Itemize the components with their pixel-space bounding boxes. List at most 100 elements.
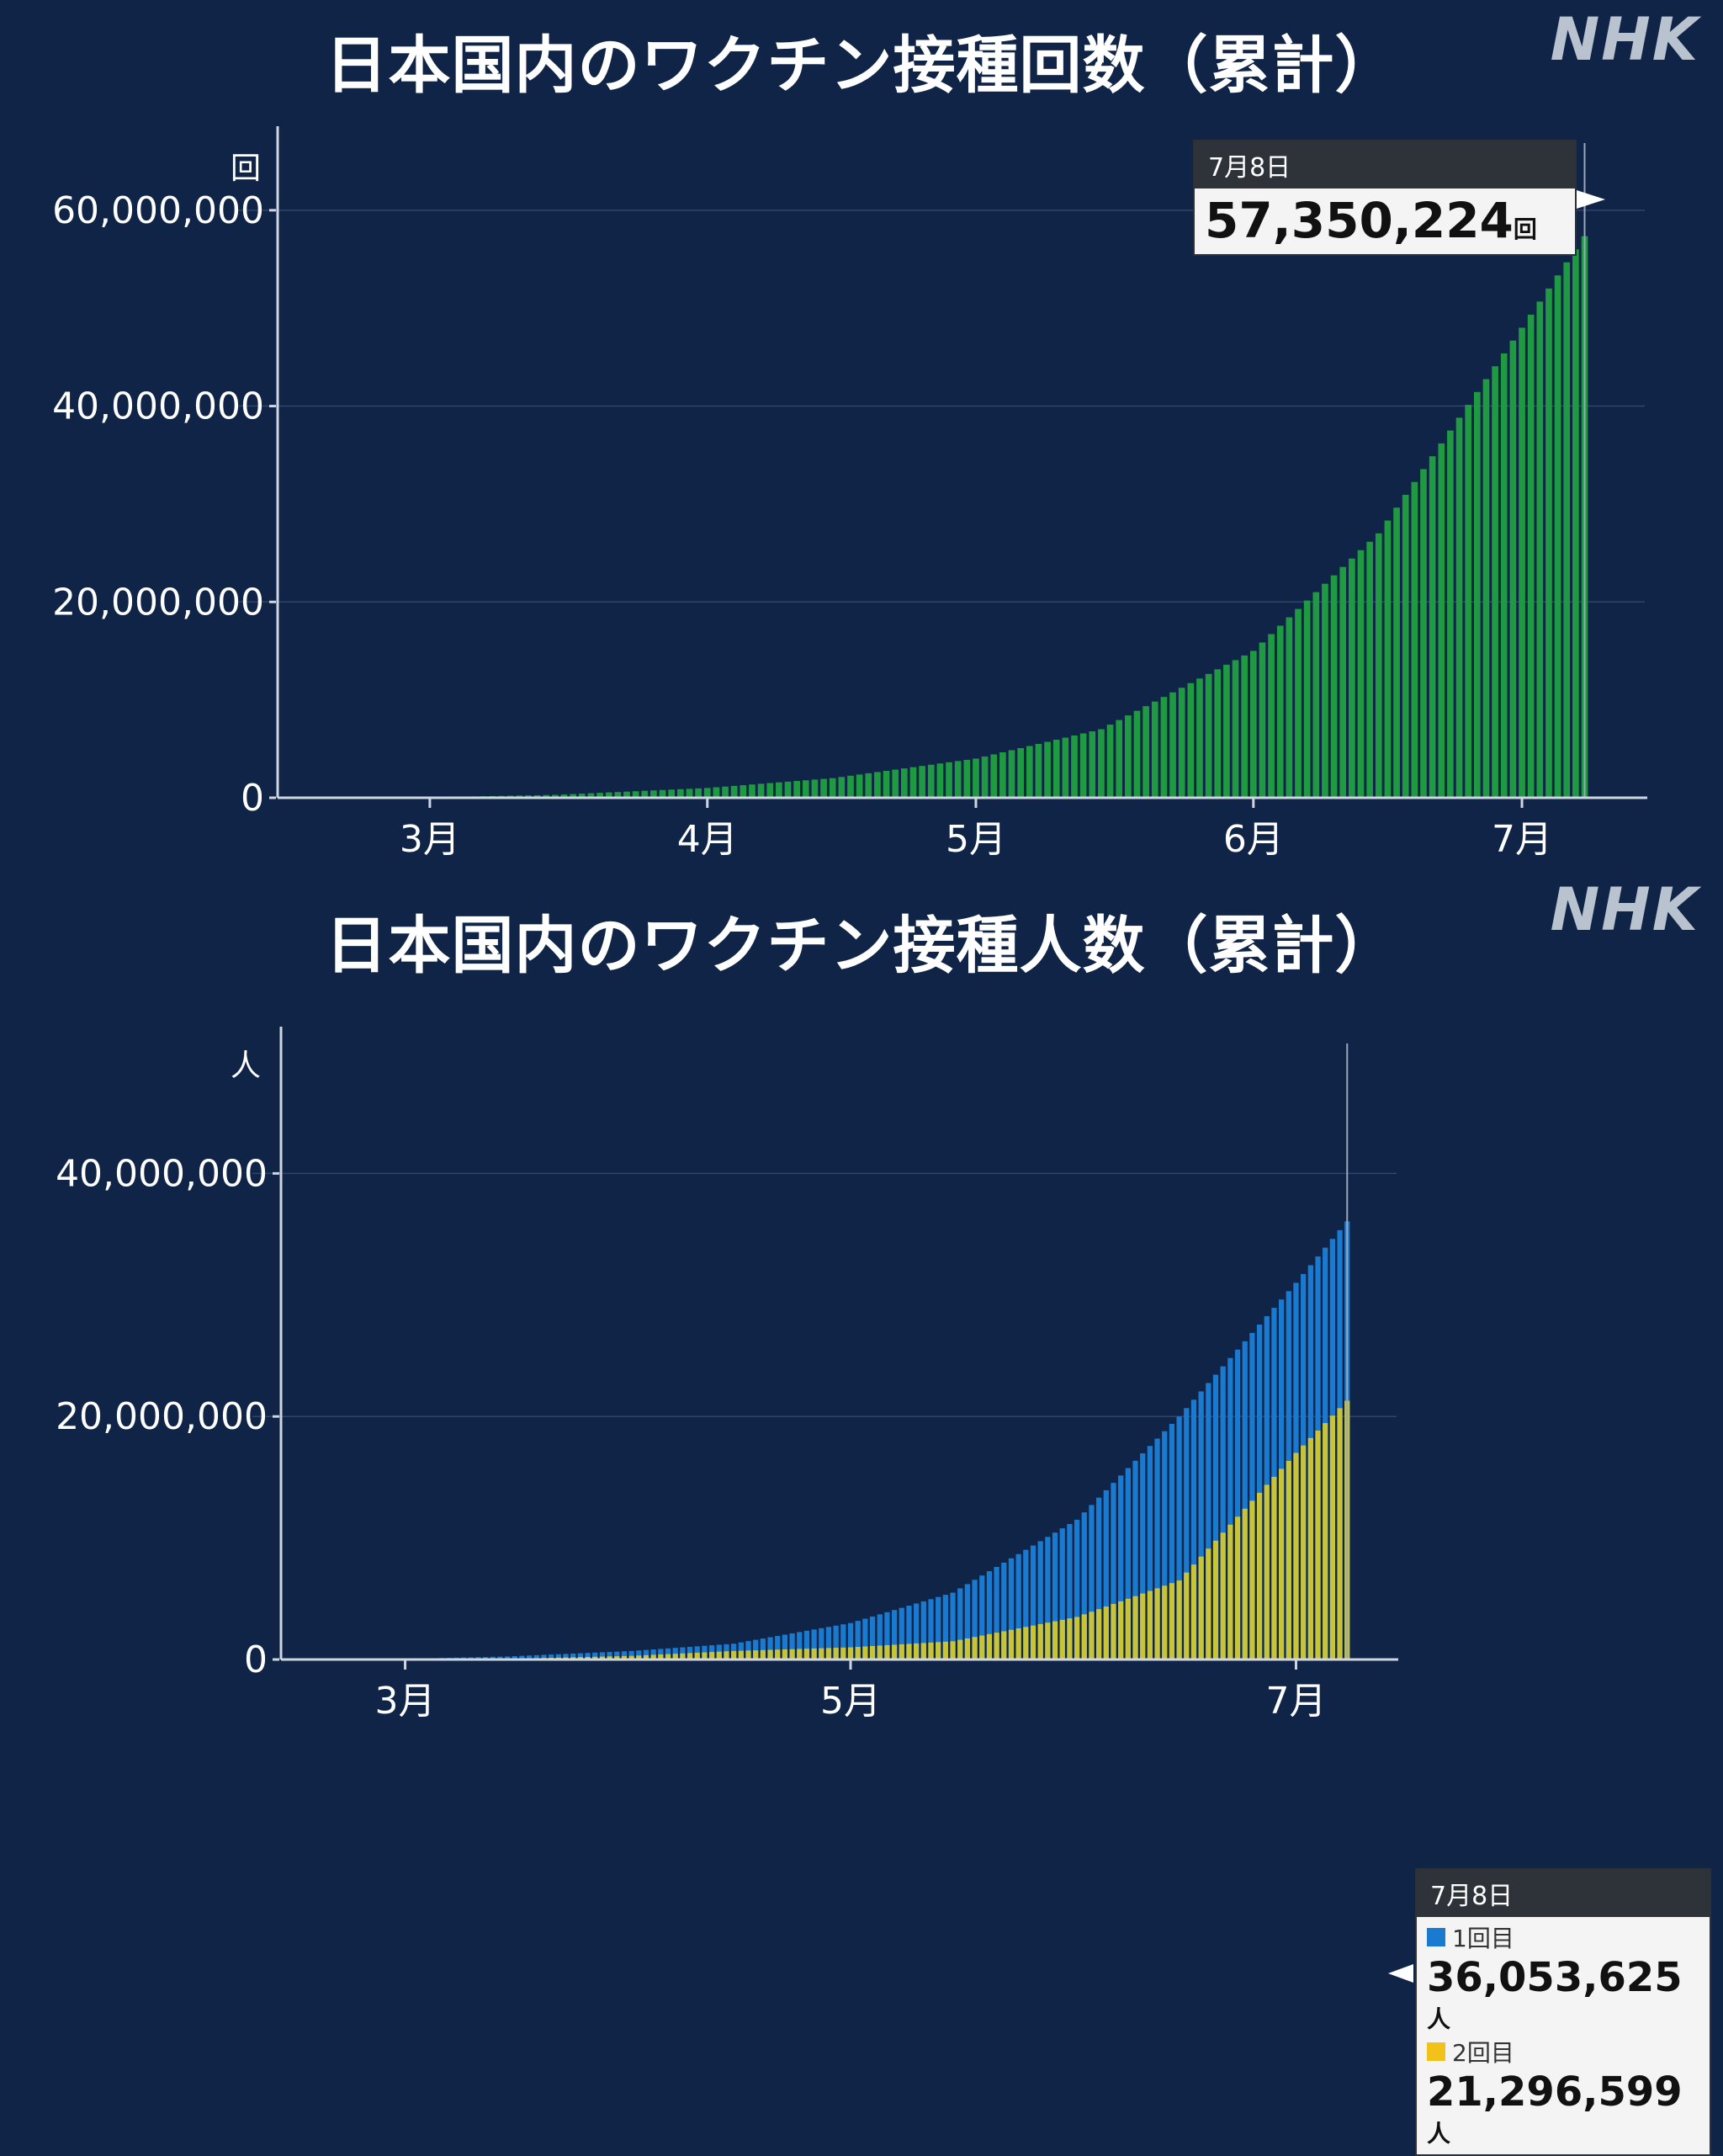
doses-bar [830, 778, 836, 798]
second-dose-bar [1169, 1583, 1174, 1659]
second-dose-bar [943, 1642, 948, 1659]
y-tick-label: 20,000,000 [52, 581, 264, 624]
second-dose-bar [745, 1650, 750, 1659]
x-tick-label: 5月 [820, 1680, 881, 1723]
doses-bar [856, 774, 863, 798]
second-dose-bar [965, 1638, 970, 1659]
second-dose-bar [1154, 1588, 1159, 1659]
x-tick-label: 5月 [946, 818, 1006, 861]
second-dose-bar [1213, 1541, 1218, 1659]
doses-bar [999, 752, 1006, 798]
doses-bar [1161, 697, 1168, 798]
doses-bar [820, 779, 827, 798]
doses-bar [955, 761, 962, 798]
second-dose-bar [1293, 1453, 1298, 1659]
doses-bar [704, 788, 711, 798]
y-unit-label: 人 [231, 1049, 261, 1083]
doses-bar [1250, 651, 1257, 798]
doses-bar [1572, 249, 1579, 798]
doses-bar [749, 784, 755, 798]
doses-bar [1358, 550, 1365, 798]
x-tick-label: 6月 [1223, 818, 1284, 861]
second-dose-bar [1184, 1573, 1189, 1659]
doses-bar [1438, 443, 1445, 798]
second-dose-bar [1221, 1532, 1226, 1659]
doses-bar [910, 767, 917, 798]
doses-bar [1429, 456, 1436, 798]
second-dose-bar [979, 1636, 984, 1659]
second-dose-bar [936, 1642, 941, 1659]
second-dose-bar [731, 1651, 736, 1659]
doses-bar [1188, 683, 1195, 798]
doses-bar [1098, 730, 1105, 798]
second-dose-bar [1118, 1601, 1123, 1659]
second-dose-bar [994, 1633, 999, 1659]
doses-bar [1536, 301, 1543, 798]
second-dose-bar [789, 1649, 794, 1659]
doses-bar [1465, 405, 1471, 798]
second-dose-bar [1111, 1604, 1116, 1659]
second-dose-bar [1089, 1612, 1094, 1659]
doses-bar [1349, 559, 1355, 798]
doses-bar [687, 789, 693, 798]
doses-bar [722, 787, 729, 798]
doses-bar [1116, 720, 1122, 798]
second-dose-bar [1191, 1564, 1196, 1659]
second-dose-bar [1243, 1509, 1248, 1659]
doses-bar [1492, 366, 1498, 798]
doses-bar [1277, 626, 1284, 798]
first-dose-swatch [1427, 1928, 1445, 1946]
second-dose-bar [761, 1650, 766, 1659]
second-dose-bar [1074, 1617, 1079, 1659]
doses-bar [1483, 380, 1490, 798]
second-dose-bar [899, 1644, 904, 1659]
doses-bar [1142, 706, 1149, 798]
x-tick-label: 4月 [677, 818, 738, 861]
second-dose-label: 2回目 [1452, 2035, 1514, 2068]
second-dose-bar [1082, 1614, 1087, 1659]
doses-bar [946, 762, 952, 798]
second-dose-bar [1308, 1438, 1313, 1659]
second-dose-bar [819, 1649, 824, 1659]
doses-bar [937, 763, 944, 798]
second-dose-bar [856, 1647, 861, 1659]
second-dose-bar [767, 1650, 772, 1659]
doses-bar [1179, 688, 1185, 798]
doses-bar [1528, 315, 1535, 798]
first-dose-label: 1回目 [1452, 1920, 1514, 1954]
doses-bar [1223, 665, 1230, 798]
doses-bar [1080, 734, 1087, 798]
x-tick-label: 7月 [1265, 1680, 1326, 1723]
doses-bar [1393, 507, 1400, 798]
doses-bar [785, 782, 792, 798]
second-dose-bar [1330, 1415, 1335, 1659]
doses-bar [1510, 341, 1517, 798]
doses-bar [1312, 592, 1319, 798]
doses-bar [1519, 327, 1525, 798]
second-dose-bar [1286, 1461, 1291, 1659]
doses-bar [1233, 660, 1239, 798]
doses-bar [990, 754, 997, 798]
doses-bar [919, 766, 925, 798]
doses-bar [1474, 392, 1481, 798]
doses-bar [677, 789, 684, 798]
first-dose-value: 36,053,625 [1427, 1954, 1683, 2001]
doses-bar [1196, 678, 1203, 798]
doses-bar [847, 776, 854, 798]
doses-bar [793, 781, 800, 798]
second-dose-swatch [1427, 2042, 1445, 2061]
second-dose-bar [1227, 1525, 1233, 1659]
doses-bar [812, 779, 819, 798]
doses-bar [1089, 731, 1095, 798]
second-dose-bar [862, 1647, 867, 1659]
x-tick-label: 3月 [400, 818, 460, 861]
doses-bar [1385, 521, 1392, 798]
second-dose-bar [739, 1651, 744, 1659]
doses-bar [963, 760, 970, 798]
doses-bar [1563, 263, 1570, 798]
second-dose-bar [1257, 1493, 1262, 1659]
second-dose-bar [950, 1641, 955, 1659]
second-dose-bar [782, 1649, 787, 1659]
doses-tooltip-value: 57,350,224 [1205, 192, 1514, 249]
